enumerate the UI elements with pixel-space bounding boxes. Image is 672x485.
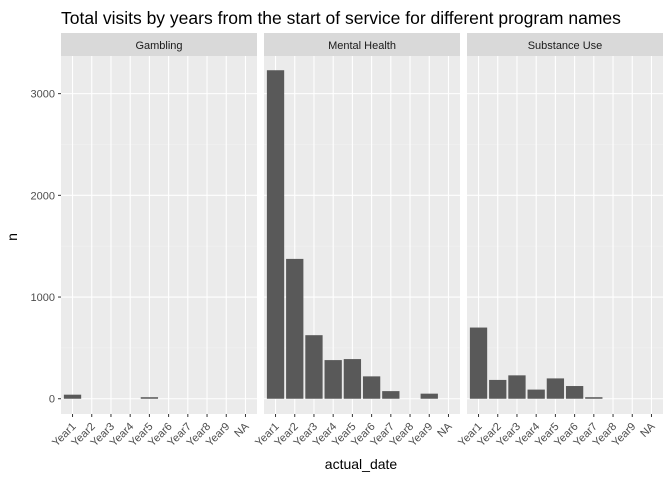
x-axis-title: actual_date bbox=[325, 456, 398, 472]
facet-strip bbox=[467, 33, 663, 56]
x-tick-label: NA bbox=[232, 420, 252, 440]
bar-mental-health-year9 bbox=[420, 393, 438, 399]
y-tick-label: 0 bbox=[49, 394, 55, 406]
y-tick-label: 2000 bbox=[31, 190, 55, 202]
y-tick-label: 3000 bbox=[31, 89, 55, 101]
bar-substance-use-year3 bbox=[508, 375, 526, 399]
bar-mental-health-year3 bbox=[305, 335, 323, 399]
bar-mental-health-year2 bbox=[286, 258, 304, 399]
facet-panel: Mental HealthYear1Year2Year3Year4Year5Ye… bbox=[253, 33, 460, 449]
y-axis: 0 1000 2000 3000 bbox=[31, 89, 61, 406]
chart-title: Total visits by years from the start of … bbox=[61, 8, 621, 28]
panel-background bbox=[61, 56, 257, 414]
facet-strip-label: Gambling bbox=[135, 40, 182, 52]
facet-panel: GamblingYear1Year2Year3Year4Year5Year6Ye… bbox=[50, 33, 257, 449]
facet-strip-label: Mental Health bbox=[328, 40, 396, 52]
bar-gambling-year5 bbox=[140, 397, 159, 399]
facet-panel: Substance UseYear1Year2Year3Year4Year5Ye… bbox=[456, 33, 663, 449]
bar-mental-health-year5 bbox=[343, 359, 362, 399]
bar-substance-use-year7 bbox=[585, 397, 603, 399]
facet-strip bbox=[264, 33, 460, 56]
bar-mental-health-year4 bbox=[324, 360, 342, 399]
facet-panels: GamblingYear1Year2Year3Year4Year5Year6Ye… bbox=[50, 33, 663, 449]
bar-mental-health-year1 bbox=[266, 70, 285, 399]
x-tick-label: NA bbox=[638, 420, 658, 440]
bar-substance-use-year4 bbox=[527, 389, 545, 399]
panel-background bbox=[467, 56, 663, 414]
bar-mental-health-year7 bbox=[382, 391, 400, 399]
y-axis-title: n bbox=[4, 233, 20, 241]
bar-mental-health-year6 bbox=[362, 376, 381, 399]
bar-gambling-year1 bbox=[63, 394, 82, 399]
y-tick-label: 1000 bbox=[31, 292, 55, 304]
x-tick-label: NA bbox=[435, 420, 455, 440]
facet-strip-label: Substance Use bbox=[528, 40, 603, 52]
bar-substance-use-year2 bbox=[489, 379, 507, 399]
facet-strip bbox=[61, 33, 257, 56]
bar-substance-use-year1 bbox=[469, 327, 488, 399]
bar-substance-use-year5 bbox=[546, 378, 565, 399]
bar-substance-use-year6 bbox=[565, 386, 584, 399]
